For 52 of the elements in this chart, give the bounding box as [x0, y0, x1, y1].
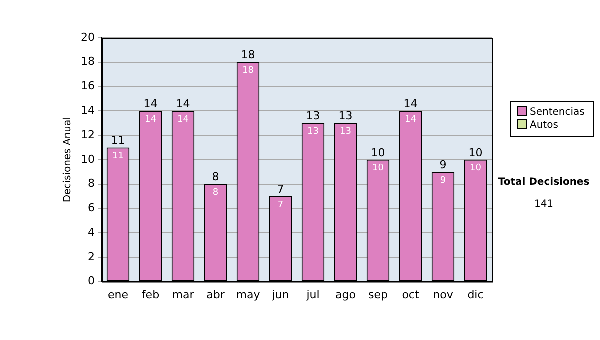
y-tick-label: 12	[80, 128, 95, 142]
total-label: 14	[144, 98, 158, 110]
y-tick-label: 18	[80, 55, 95, 68]
total-label: 14	[176, 98, 190, 110]
x-tick-label: may	[236, 288, 261, 302]
total-label: 7	[277, 182, 284, 196]
total-label: 9	[440, 158, 447, 172]
data-label: 13	[340, 127, 352, 138]
y-tick-label: 20	[80, 30, 95, 44]
text: 141	[533, 198, 555, 212]
total-label: 10	[468, 146, 483, 160]
y-tick-label: 16	[80, 80, 95, 93]
y-tick-label: 6	[88, 202, 95, 215]
y-tick-label: 2	[88, 250, 95, 264]
legend-label: Sentencias	[529, 106, 585, 119]
total-label: 18	[241, 48, 256, 62]
data-label: 7	[278, 200, 284, 210]
total-label: 11	[111, 134, 126, 148]
data-label: 10	[372, 164, 384, 174]
x-tick-label: abr	[206, 288, 226, 302]
x-tick-label: sep	[368, 288, 388, 302]
data-label: 10	[470, 164, 482, 174]
y-tick-label: 8	[88, 177, 95, 190]
total-label: 10	[371, 146, 386, 160]
x-tick-label: jun	[271, 288, 290, 302]
data-label: 18	[242, 66, 254, 76]
data-label: 14	[405, 114, 417, 125]
x-tick-label: feb	[142, 288, 160, 302]
total-label: 13	[338, 110, 353, 123]
y-axis-title: Decisiones Anual	[62, 117, 74, 203]
data-label: 14	[145, 114, 157, 125]
data-label: 11	[112, 152, 124, 162]
x-tick-label: ene	[108, 288, 129, 302]
x-tick-label: nov	[433, 288, 454, 302]
x-tick-label: jul	[306, 288, 320, 302]
x-tick-label: mar	[172, 288, 195, 302]
x-tick-label: dic	[468, 288, 484, 302]
y-tick-label: 4	[88, 226, 95, 239]
data-label: 13	[308, 127, 319, 138]
total-label: 13	[306, 110, 320, 123]
y-tick-label: 14	[80, 104, 95, 117]
y-tick-label: 0	[88, 274, 95, 288]
x-tick-label: oct	[402, 288, 420, 302]
x-tick-label: ago	[336, 288, 356, 302]
data-label: 14	[178, 114, 190, 125]
y-tick-label: 10	[80, 152, 95, 166]
data-label: 9	[440, 176, 446, 186]
legend-label: Autos	[529, 119, 560, 132]
total-label: 14	[404, 98, 418, 110]
total-label: 8	[212, 170, 220, 184]
data-label: 8	[212, 188, 219, 198]
text: Total Decisiones	[497, 176, 591, 190]
